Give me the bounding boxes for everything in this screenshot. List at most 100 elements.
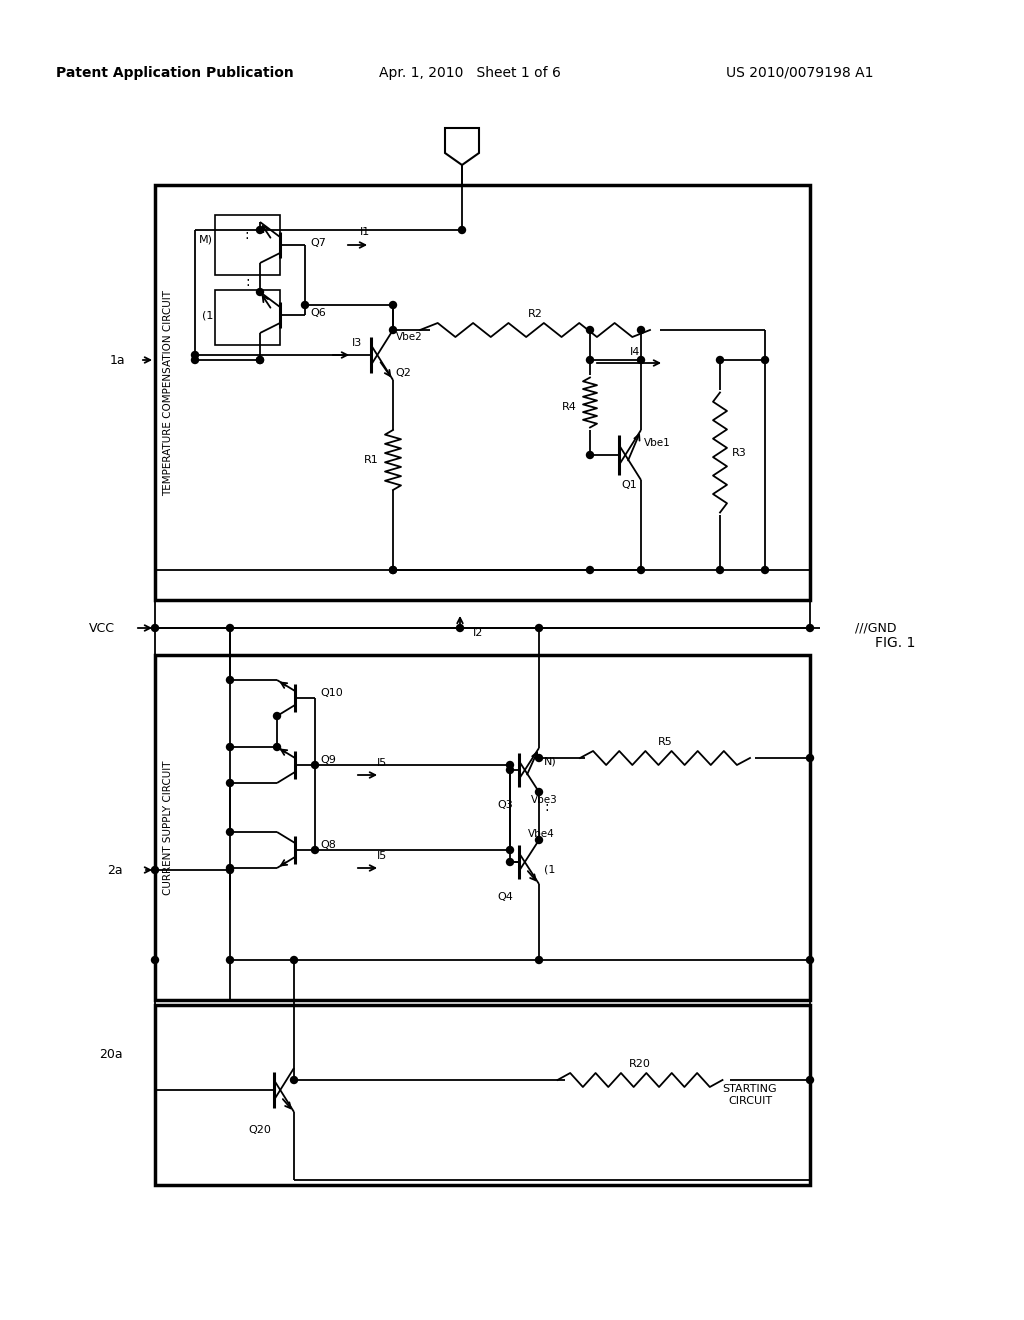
Bar: [215, 215, 280, 275]
Text: Q3: Q3: [497, 800, 513, 810]
Bar: [155, 655, 810, 1001]
Text: Q2: Q2: [395, 368, 411, 378]
Text: Vbe3: Vbe3: [530, 795, 557, 805]
Circle shape: [587, 356, 594, 363]
Circle shape: [762, 566, 768, 573]
Circle shape: [152, 624, 159, 631]
Text: I2: I2: [473, 628, 483, 638]
Text: R4: R4: [562, 403, 577, 412]
Circle shape: [457, 624, 464, 631]
Text: (1: (1: [544, 865, 555, 875]
Text: Vbe2: Vbe2: [396, 333, 423, 342]
Circle shape: [587, 451, 594, 458]
Bar: [155, 185, 810, 601]
Text: I5: I5: [377, 758, 387, 768]
Circle shape: [507, 767, 513, 774]
Text: :: :: [245, 228, 249, 242]
Circle shape: [807, 1077, 813, 1084]
Circle shape: [226, 676, 233, 684]
Text: R20: R20: [629, 1059, 651, 1069]
Circle shape: [273, 713, 281, 719]
Text: VCC: VCC: [89, 622, 115, 635]
Text: Q1: Q1: [621, 480, 637, 490]
Text: Q7: Q7: [310, 238, 326, 248]
Circle shape: [152, 866, 159, 874]
Text: TEMPERATURE COMPENSATION CIRCUIT: TEMPERATURE COMPENSATION CIRCUIT: [163, 289, 173, 495]
Circle shape: [536, 624, 543, 631]
Circle shape: [717, 356, 724, 363]
Circle shape: [638, 326, 644, 334]
Circle shape: [226, 957, 233, 964]
Text: :: :: [246, 275, 250, 289]
Text: ///GND: ///GND: [855, 622, 896, 635]
Text: N): N): [544, 756, 557, 767]
Text: 2a: 2a: [108, 863, 123, 876]
Text: Apr. 1, 2010   Sheet 1 of 6: Apr. 1, 2010 Sheet 1 of 6: [379, 66, 561, 81]
Circle shape: [587, 326, 594, 334]
Circle shape: [152, 957, 159, 964]
Text: I5: I5: [377, 851, 387, 861]
Circle shape: [226, 829, 233, 836]
Text: Q9: Q9: [319, 755, 336, 766]
Text: 1a: 1a: [110, 354, 125, 367]
Circle shape: [507, 846, 513, 854]
Circle shape: [389, 301, 396, 309]
Circle shape: [507, 762, 513, 768]
Text: I1: I1: [360, 227, 371, 238]
Circle shape: [638, 356, 644, 363]
Text: CURRENT SUPPLY CIRCUIT: CURRENT SUPPLY CIRCUIT: [163, 760, 173, 895]
Text: US 2010/0079198 A1: US 2010/0079198 A1: [726, 66, 873, 81]
Text: Q6: Q6: [310, 308, 326, 318]
Text: (1: (1: [202, 310, 213, 319]
Circle shape: [273, 743, 281, 751]
Text: Q20: Q20: [249, 1125, 271, 1135]
Bar: [155, 1005, 810, 1185]
Circle shape: [226, 780, 233, 787]
Text: I3: I3: [352, 338, 362, 348]
Text: R3: R3: [732, 447, 746, 458]
Circle shape: [507, 858, 513, 866]
Circle shape: [301, 301, 308, 309]
Text: Q10: Q10: [319, 688, 343, 698]
Circle shape: [587, 566, 594, 573]
Polygon shape: [445, 128, 479, 165]
Circle shape: [717, 566, 724, 573]
Circle shape: [191, 351, 199, 359]
Circle shape: [807, 755, 813, 762]
Circle shape: [536, 837, 543, 843]
Text: Q8: Q8: [319, 840, 336, 850]
Text: FIG. 1: FIG. 1: [874, 636, 915, 649]
Circle shape: [256, 289, 263, 296]
Circle shape: [536, 788, 543, 796]
Circle shape: [311, 846, 318, 854]
Text: R1: R1: [365, 455, 379, 465]
Bar: [215, 290, 280, 345]
Circle shape: [311, 762, 318, 768]
Circle shape: [256, 356, 263, 363]
Circle shape: [191, 356, 199, 363]
Circle shape: [256, 356, 263, 363]
Text: Patent Application Publication: Patent Application Publication: [56, 66, 294, 81]
Circle shape: [762, 356, 768, 363]
Circle shape: [291, 957, 298, 964]
Circle shape: [638, 566, 644, 573]
Text: Iout: Iout: [452, 136, 473, 145]
Circle shape: [226, 865, 233, 871]
Text: R2: R2: [527, 309, 543, 319]
Circle shape: [256, 227, 263, 234]
Text: I4: I4: [630, 347, 640, 356]
Circle shape: [226, 624, 233, 631]
Text: 20a: 20a: [99, 1048, 123, 1061]
Circle shape: [536, 957, 543, 964]
Text: STARTING
CIRCUIT: STARTING CIRCUIT: [723, 1084, 777, 1106]
Circle shape: [226, 743, 233, 751]
Circle shape: [291, 1077, 298, 1084]
Text: Q4: Q4: [497, 892, 513, 902]
Circle shape: [389, 566, 396, 573]
Text: :: :: [545, 800, 549, 814]
Circle shape: [389, 566, 396, 573]
Circle shape: [807, 624, 813, 631]
Circle shape: [389, 326, 396, 334]
Text: Vbe1: Vbe1: [644, 438, 671, 447]
Text: Vbe4: Vbe4: [527, 829, 554, 840]
